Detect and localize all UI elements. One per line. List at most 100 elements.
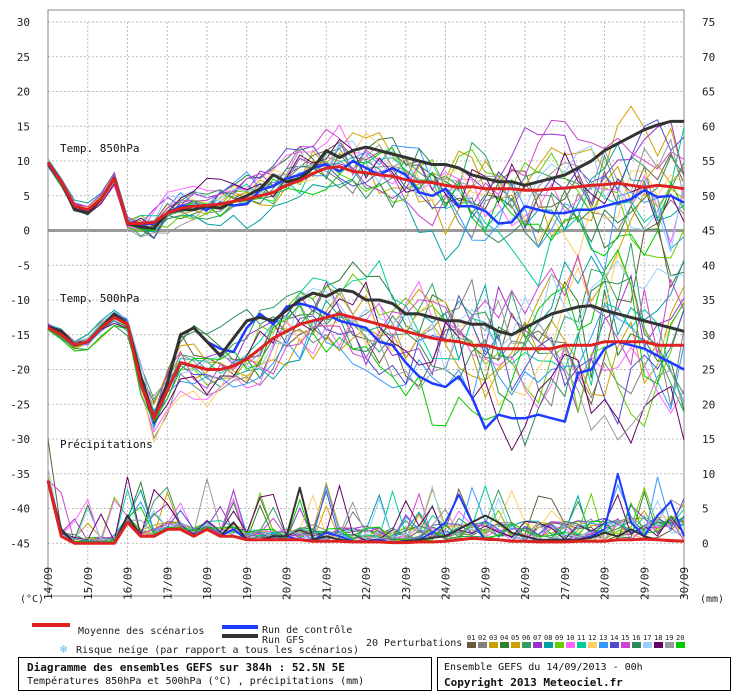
x-tick-label: 25/09 [479, 567, 492, 600]
x-tick-label: 14/09 [42, 567, 55, 600]
pert-swatch-08 [544, 642, 553, 648]
precip-member-8 [47, 479, 685, 544]
pert-id-12: 12 [588, 634, 596, 642]
pert-id-03: 03 [489, 634, 497, 642]
precip-mean-line [46, 480, 685, 545]
pert-swatch-12 [588, 642, 597, 648]
right-tick-label: 40 [702, 259, 715, 272]
left-tick-label: -25 [10, 398, 30, 411]
x-tick-label: 22/09 [360, 567, 373, 600]
plot-frame [47, 9, 685, 597]
x-tick-label: 15/09 [82, 567, 95, 600]
pert-swatch-03 [489, 642, 498, 648]
x-tick-label: 16/09 [122, 567, 135, 600]
right-tick-label: 55 [702, 155, 715, 168]
t850-member-20 [47, 147, 685, 257]
right-unit: (mm) [700, 594, 724, 605]
pert-id-14: 14 [610, 634, 618, 642]
x-tick-label: 19/09 [241, 567, 254, 600]
t500-member-10 [47, 280, 685, 433]
pert-id-02: 02 [478, 634, 486, 642]
left-tick-label: 0 [23, 225, 30, 238]
right-tick-label: 25 [702, 364, 715, 377]
legend-gfs: Run GFS [262, 635, 304, 646]
t850-member-7 [47, 121, 685, 225]
pert-id-17: 17 [643, 634, 651, 642]
right-tick-label: 15 [702, 433, 715, 446]
footer-run-box: Ensemble GEFS du 14/09/2013 - 00h Copyri… [437, 657, 731, 691]
left-tick-label: -5 [17, 259, 30, 272]
legend-perturbations: 20 Perturbations [366, 638, 462, 649]
pert-id-11: 11 [577, 634, 585, 642]
pert-swatch-14 [610, 642, 619, 648]
pert-id-04: 04 [500, 634, 508, 642]
left-tick-label: -35 [10, 468, 30, 481]
pert-id-19: 19 [665, 634, 673, 642]
t500-mean-line [47, 312, 684, 420]
left-tick-label: -15 [10, 329, 30, 342]
x-tick-label: 18/09 [201, 567, 214, 600]
t500-member-8 [47, 255, 685, 413]
x-axis: 14/09 15/09 16/09 17/09 18/09 19/09 20/09 21/09… [42, 567, 691, 600]
t500-member-13 [47, 303, 685, 430]
perturbation-legend: 01 02 03 04 05 06 07 08 09 10 11 12 13 14 15 16 17 18 19 20 [467, 634, 685, 648]
x-tick-label: 20/09 [281, 567, 294, 600]
x-tick-label: 24/09 [440, 567, 453, 600]
pert-id-06: 06 [522, 634, 530, 642]
snowflake-icon: ❄ [60, 642, 67, 656]
pert-swatch-18 [654, 642, 663, 648]
x-tick-label: 21/09 [320, 567, 333, 600]
t850-gfs-line [46, 119, 684, 230]
pert-swatch-02 [478, 642, 487, 648]
x-tick-label: 27/09 [559, 567, 572, 600]
pert-swatch-04 [500, 642, 509, 648]
t500-member-18 [47, 281, 685, 452]
left-unit: (°C) [20, 594, 44, 605]
x-tick-label: 26/09 [519, 567, 532, 600]
precip-member-20 [47, 480, 685, 544]
t850-member-19 [47, 137, 685, 238]
pert-id-20: 20 [676, 634, 684, 642]
pert-swatch-01 [467, 642, 476, 648]
footer-title-box: Diagramme des ensembles GEFS sur 384h : … [18, 657, 432, 691]
t500-member-12 [47, 251, 685, 444]
pert-swatch-19 [665, 642, 674, 648]
x-tick-label: 28/09 [599, 567, 612, 600]
pert-swatch-10 [566, 642, 575, 648]
t850-mean-line [46, 161, 685, 225]
pert-id-15: 15 [621, 634, 629, 642]
pert-id-13: 13 [599, 634, 607, 642]
left-tick-label: -20 [10, 364, 30, 377]
legend-mean: Moyenne des scénarios [78, 625, 204, 637]
x-tick-label: 17/09 [161, 567, 174, 600]
left-tick-label: -10 [10, 294, 30, 307]
right-tick-label: 75 [702, 16, 715, 29]
left-tick-label: 20 [17, 86, 30, 99]
footer-title: Diagramme des ensembles GEFS sur 384h : … [27, 661, 345, 674]
pert-id-01: 01 [467, 634, 475, 642]
pert-id-10: 10 [566, 634, 574, 642]
footer-run-info: Ensemble GEFS du 14/09/2013 - 00h [444, 662, 643, 673]
left-tick-label: 25 [17, 51, 30, 64]
t850-member-10 [47, 124, 685, 245]
pert-swatch-09 [555, 642, 564, 648]
pert-swatch-11 [577, 642, 586, 648]
left-tick-label: 10 [17, 155, 30, 168]
t850-member-8 [47, 142, 685, 262]
right-tick-label: 35 [702, 294, 715, 307]
t500-member-20 [47, 248, 685, 427]
main-lines [46, 119, 685, 545]
right-tick-label: 0 [702, 537, 709, 550]
right-tick-label: 65 [702, 86, 715, 99]
right-tick-label: 70 [702, 51, 715, 64]
panel-label-precip: Précipitations [60, 438, 153, 451]
pert-id-18: 18 [654, 634, 662, 642]
pert-swatch-16 [632, 642, 641, 648]
x-tick-label: 29/09 [638, 567, 651, 600]
left-tick-label: 15 [17, 120, 30, 133]
t500-member-19 [47, 287, 685, 441]
x-tick-label: 30/09 [678, 567, 691, 600]
left-tick-label: 5 [23, 190, 30, 203]
